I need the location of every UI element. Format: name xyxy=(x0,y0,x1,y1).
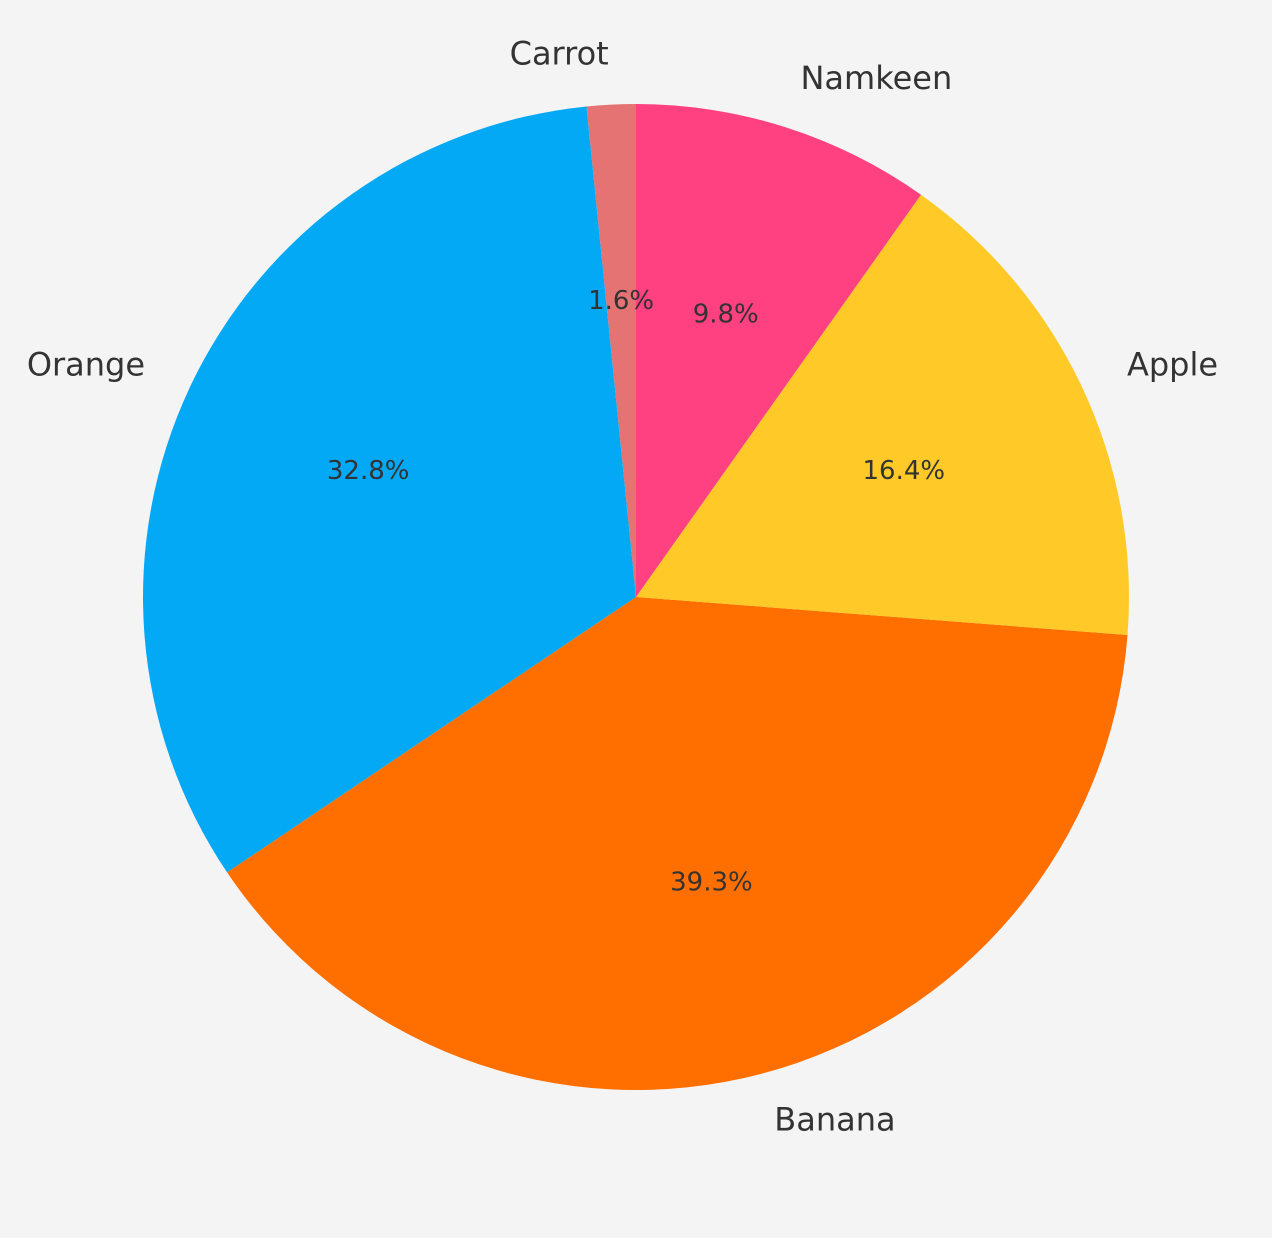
slice-label-namkeen: Namkeen xyxy=(800,59,952,97)
slice-pct-banana: 39.3% xyxy=(670,868,753,898)
pie-slice-carrot xyxy=(586,104,636,597)
pie-slice-namkeen xyxy=(636,104,921,597)
slice-label-apple: Apple xyxy=(1127,346,1218,384)
slice-label-carrot: Carrot xyxy=(510,34,609,72)
pie-labels: Carrot 1.6% Orange 32.8% Banana 39.3% Apple 16.… xyxy=(27,34,1218,1138)
slice-pct-apple: 16.4% xyxy=(862,456,945,486)
slice-label-banana: Banana xyxy=(774,1100,895,1138)
pie-slices xyxy=(142,104,1129,1090)
slice-pct-orange: 32.8% xyxy=(327,456,410,486)
slice-pct-namkeen: 9.8% xyxy=(693,300,759,330)
pie-slice-orange xyxy=(142,106,637,873)
pie-slice-apple xyxy=(636,194,1129,635)
pie-slice-banana xyxy=(227,597,1128,1090)
slice-pct-carrot: 1.6% xyxy=(588,286,654,316)
slice-label-orange: Orange xyxy=(27,346,145,384)
